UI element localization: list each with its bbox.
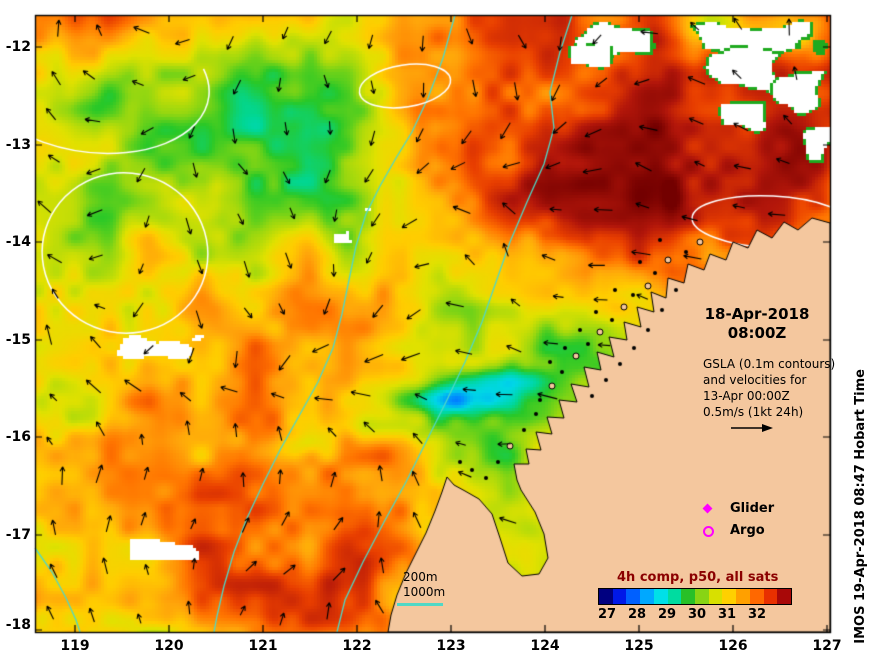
- composite-title: 4h comp, p50, all sats: [617, 570, 779, 585]
- x-tick-label: 119: [60, 638, 90, 654]
- depth-legend: 200m 1000m: [403, 570, 445, 600]
- colorbar-segment: [722, 589, 737, 604]
- y-tick-label: -17: [5, 527, 31, 543]
- composite-datetime: 18-Apr-2018 08:00Z: [672, 305, 842, 343]
- x-tick-label: 121: [248, 638, 278, 654]
- colorbar-segment: [599, 589, 613, 604]
- x-tick-label: 122: [342, 638, 372, 654]
- colorbar-tick-label: 30: [687, 607, 707, 622]
- argo-marker-icon: [703, 526, 714, 537]
- gsla-line: 13-Apr 00:00Z: [703, 389, 790, 403]
- colorbar-tick-label: 28: [627, 607, 647, 622]
- glider-label: Glider: [730, 501, 775, 516]
- x-tick-label: 126: [718, 638, 748, 654]
- colorbar-segment: [653, 589, 668, 604]
- depth-1000m-label: 1000m: [403, 585, 446, 599]
- composite-date: 18-Apr-2018: [704, 305, 810, 323]
- gsla-line: and velocities for: [703, 373, 807, 387]
- y-tick-label: -12: [5, 39, 31, 55]
- colorbar-segment: [667, 589, 682, 604]
- x-tick-label: 125: [624, 638, 654, 654]
- y-tick-label: -16: [5, 429, 31, 445]
- colorbar-segment: [695, 589, 709, 604]
- x-tick-label: 123: [436, 638, 466, 654]
- y-tick-label: -18: [5, 617, 31, 633]
- colorbar-tick-label: 29: [657, 607, 677, 622]
- depth-200m-label: 200m: [403, 570, 438, 584]
- colorbar-tick-label: 31: [717, 607, 737, 622]
- imos-credit-text: IMOS 19-Apr-2018 08:47 Hobart Time: [853, 369, 868, 644]
- y-tick-label: -14: [5, 234, 31, 250]
- colorbar-tick-label: 27: [597, 607, 617, 622]
- colorbar-segment: [640, 589, 654, 604]
- colorbar-tick-label: 32: [747, 607, 767, 622]
- gsla-line: GSLA (0.1m contours): [703, 357, 836, 371]
- colorbar-segment: [749, 589, 764, 604]
- velocity-scale-arrow: [731, 424, 773, 432]
- y-tick-label: -15: [5, 332, 31, 348]
- colorbar: [598, 588, 792, 605]
- x-tick-label: 127: [812, 638, 842, 654]
- colorbar-segment: [612, 589, 627, 604]
- gsla-line: 0.5m/s (1kt 24h): [703, 405, 804, 419]
- composite-time: 08:00Z: [727, 324, 787, 342]
- colorbar-segment: [708, 589, 723, 604]
- colorbar-segment: [763, 589, 778, 604]
- gsla-annotation: GSLA (0.1m contours) and velocities for …: [703, 356, 835, 438]
- argo-label: Argo: [730, 523, 765, 538]
- colorbar-segment: [626, 589, 641, 604]
- x-tick-label: 124: [530, 638, 560, 654]
- colorbar-segment: [777, 589, 792, 604]
- y-tick-label: -13: [5, 137, 31, 153]
- x-tick-label: 120: [154, 638, 184, 654]
- bathymetry-legend-line: [397, 603, 443, 606]
- colorbar-segment: [681, 589, 696, 604]
- colorbar-segment: [736, 589, 750, 604]
